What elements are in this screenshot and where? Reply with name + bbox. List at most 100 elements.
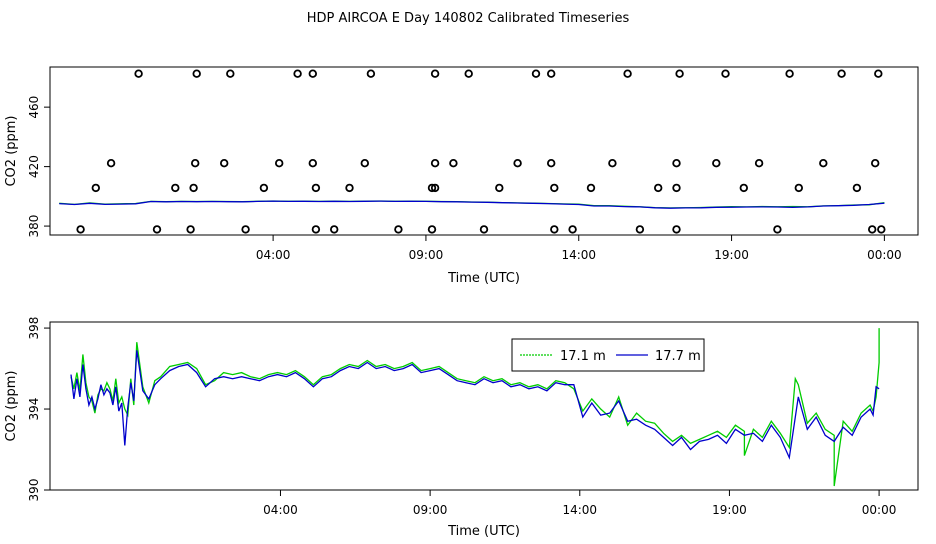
x-tick-label: 04:00 bbox=[256, 248, 291, 262]
data-marker bbox=[819, 158, 828, 168]
data-marker bbox=[712, 158, 721, 168]
legend-label-17-1m: 17.1 m bbox=[560, 349, 606, 364]
data-marker bbox=[547, 69, 556, 78]
data-marker bbox=[568, 225, 577, 234]
data-marker bbox=[871, 158, 880, 168]
data-marker bbox=[308, 158, 317, 168]
data-marker bbox=[366, 69, 376, 78]
bottom-y-axis: 390 394 398 bbox=[27, 317, 50, 502]
legend: 17.1 m 17.7 m bbox=[511, 338, 705, 372]
data-marker bbox=[430, 69, 440, 78]
data-marker bbox=[547, 158, 556, 168]
data-marker bbox=[785, 69, 794, 78]
x-tick-label: 19:00 bbox=[714, 248, 749, 262]
bottom-x-axis-label: Time (UTC) bbox=[447, 524, 520, 539]
data-marker bbox=[394, 225, 403, 234]
data-marker bbox=[623, 69, 632, 78]
data-marker bbox=[293, 69, 302, 78]
series-line-17-7m bbox=[59, 200, 885, 209]
data-marker bbox=[311, 183, 321, 193]
data-marker bbox=[654, 183, 663, 193]
data-marker bbox=[345, 183, 354, 193]
data-marker bbox=[586, 183, 596, 193]
data-marker bbox=[675, 69, 684, 78]
series-line-17-7m bbox=[70, 350, 880, 460]
x-tick-label: 00:00 bbox=[862, 503, 897, 517]
data-marker bbox=[550, 183, 559, 193]
data-marker bbox=[190, 158, 200, 168]
y-tick-label: 390 bbox=[27, 479, 41, 502]
y-tick-label: 398 bbox=[27, 317, 41, 340]
data-marker bbox=[852, 183, 862, 193]
data-marker bbox=[189, 183, 198, 193]
data-marker bbox=[608, 158, 617, 168]
data-marker bbox=[430, 158, 440, 168]
bottom-x-axis: 04:00 09:00 14:00 19:00 00:00 bbox=[263, 490, 896, 517]
top-y-axis: 380 420 460 bbox=[27, 96, 50, 238]
data-marker bbox=[259, 183, 269, 193]
data-marker bbox=[76, 225, 85, 234]
data-marker bbox=[672, 225, 681, 234]
data-marker bbox=[550, 225, 559, 234]
data-marker bbox=[192, 69, 201, 78]
data-marker bbox=[360, 158, 369, 168]
x-tick-label: 14:00 bbox=[562, 503, 597, 517]
data-marker bbox=[427, 183, 437, 193]
series-line-17-1m bbox=[70, 328, 880, 487]
data-marker bbox=[330, 225, 339, 234]
data-marker bbox=[186, 225, 195, 234]
data-marker bbox=[449, 158, 458, 168]
data-marker bbox=[171, 183, 180, 193]
data-marker bbox=[152, 225, 162, 234]
data-marker bbox=[241, 225, 250, 234]
bottom-series-layer bbox=[70, 328, 880, 487]
data-marker bbox=[495, 183, 504, 193]
data-marker bbox=[464, 69, 473, 78]
data-marker bbox=[91, 183, 100, 193]
data-marker bbox=[479, 225, 489, 234]
data-marker bbox=[513, 158, 522, 168]
bottom-plot-frame bbox=[49, 321, 919, 491]
data-marker bbox=[427, 225, 437, 234]
data-marker bbox=[134, 69, 143, 78]
data-marker bbox=[226, 69, 235, 78]
data-marker bbox=[868, 225, 877, 234]
data-marker bbox=[874, 69, 883, 78]
data-marker bbox=[773, 225, 782, 234]
x-tick-label: 09:00 bbox=[409, 248, 444, 262]
data-marker bbox=[794, 183, 803, 193]
data-marker bbox=[219, 158, 229, 168]
top-x-axis-label: Time (UTC) bbox=[447, 271, 520, 286]
x-tick-label: 00:00 bbox=[867, 248, 902, 262]
data-marker bbox=[635, 225, 645, 234]
legend-label-17-7m: 17.7 m bbox=[655, 349, 701, 364]
data-marker bbox=[275, 158, 284, 168]
figure-title: HDP AIRCOA E Day 140802 Calibrated Times… bbox=[307, 11, 630, 26]
data-marker bbox=[531, 69, 541, 78]
top-panel: 04:00 09:00 14:00 19:00 00:00 380 420 460 Time… bbox=[4, 66, 919, 286]
y-tick-label: 420 bbox=[27, 155, 41, 178]
data-marker bbox=[721, 69, 730, 78]
top-marker-layer bbox=[76, 69, 886, 234]
top-series-layer bbox=[59, 200, 885, 209]
data-marker bbox=[308, 69, 317, 78]
y-tick-label: 394 bbox=[27, 398, 41, 421]
data-marker bbox=[837, 69, 846, 78]
data-marker bbox=[877, 225, 886, 234]
data-marker bbox=[739, 183, 748, 193]
data-marker bbox=[672, 183, 681, 193]
x-tick-label: 04:00 bbox=[263, 503, 298, 517]
data-marker bbox=[672, 158, 681, 168]
data-marker bbox=[430, 183, 440, 193]
x-tick-label: 19:00 bbox=[712, 503, 747, 517]
top-x-axis: 04:00 09:00 14:00 19:00 00:00 bbox=[256, 235, 902, 262]
x-tick-label: 09:00 bbox=[413, 503, 448, 517]
data-marker bbox=[311, 225, 321, 234]
bottom-y-axis-label: CO2 (ppm) bbox=[4, 370, 19, 441]
top-y-axis-label: CO2 (ppm) bbox=[4, 115, 19, 186]
x-tick-label: 14:00 bbox=[561, 248, 596, 262]
bottom-panel: 04:00 09:00 14:00 19:00 00:00 390 394 398 Time… bbox=[4, 317, 919, 539]
top-plot-frame bbox=[49, 66, 919, 236]
y-tick-label: 460 bbox=[27, 96, 41, 119]
